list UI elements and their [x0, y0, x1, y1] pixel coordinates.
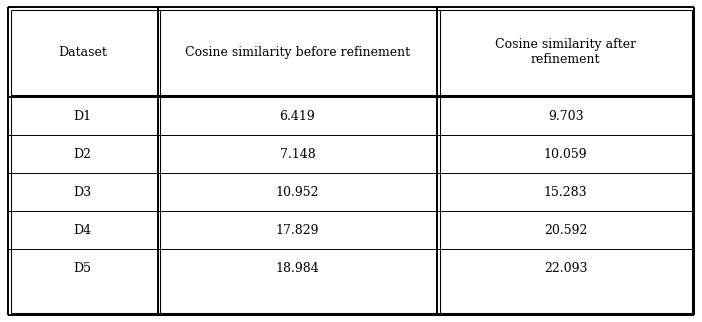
- Text: D3: D3: [74, 185, 92, 198]
- Text: 10.952: 10.952: [276, 185, 319, 198]
- Text: D4: D4: [74, 223, 92, 236]
- Text: 18.984: 18.984: [276, 261, 319, 274]
- Text: D5: D5: [74, 261, 92, 274]
- Text: 15.283: 15.283: [544, 185, 588, 198]
- Text: 17.829: 17.829: [276, 223, 319, 236]
- Text: D1: D1: [74, 109, 92, 122]
- Text: 9.703: 9.703: [548, 109, 583, 122]
- Text: 20.592: 20.592: [544, 223, 588, 236]
- Text: 6.419: 6.419: [279, 109, 315, 122]
- Text: Cosine similarity after
refinement: Cosine similarity after refinement: [495, 38, 636, 66]
- Text: Dataset: Dataset: [58, 45, 107, 59]
- Text: D2: D2: [74, 147, 92, 160]
- Text: 22.093: 22.093: [544, 261, 588, 274]
- Text: 7.148: 7.148: [279, 147, 315, 160]
- Text: Cosine similarity before refinement: Cosine similarity before refinement: [185, 45, 410, 59]
- Text: 10.059: 10.059: [544, 147, 588, 160]
